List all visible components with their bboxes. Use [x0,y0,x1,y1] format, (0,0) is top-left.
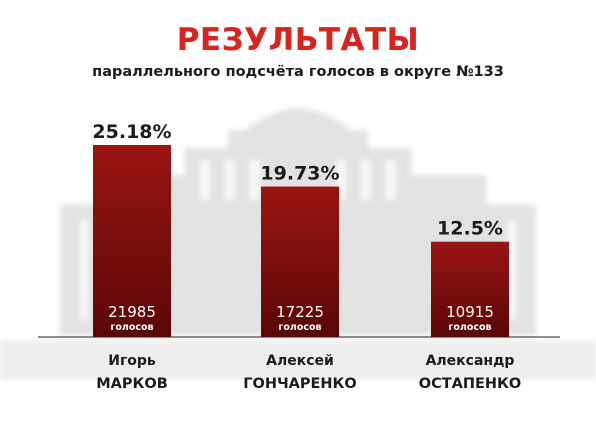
page-title: РЕЗУЛЬТАТЫ [176,22,420,58]
candidate-first-name: Игорь [108,353,156,369]
bar-value-label: 25.18% [92,121,171,143]
candidate-last-name: ОСТАПЕНКО [419,376,521,392]
bar-value-label: 19.73% [260,163,339,185]
bar-3 [431,241,509,337]
vote-unit-label: голосов [110,322,153,333]
bar-2 [261,186,339,337]
vote-unit-label: голосов [448,322,491,333]
vote-count-label: 17225 [276,303,324,321]
vote-count-label: 21985 [108,303,156,321]
page-subtitle: параллельного подсчёта голосов в округе … [92,64,504,80]
candidate-last-name: МАРКОВ [96,376,168,392]
candidate-first-name: Алексей [266,353,334,369]
candidate-last-name: ГОНЧАРЕНКО [243,376,357,392]
vote-count-label: 10915 [446,303,494,321]
vote-unit-label: голосов [278,322,321,333]
bar-value-label: 12.5% [437,218,503,240]
bar-1 [93,145,171,337]
candidate-first-name: Александр [426,353,515,369]
